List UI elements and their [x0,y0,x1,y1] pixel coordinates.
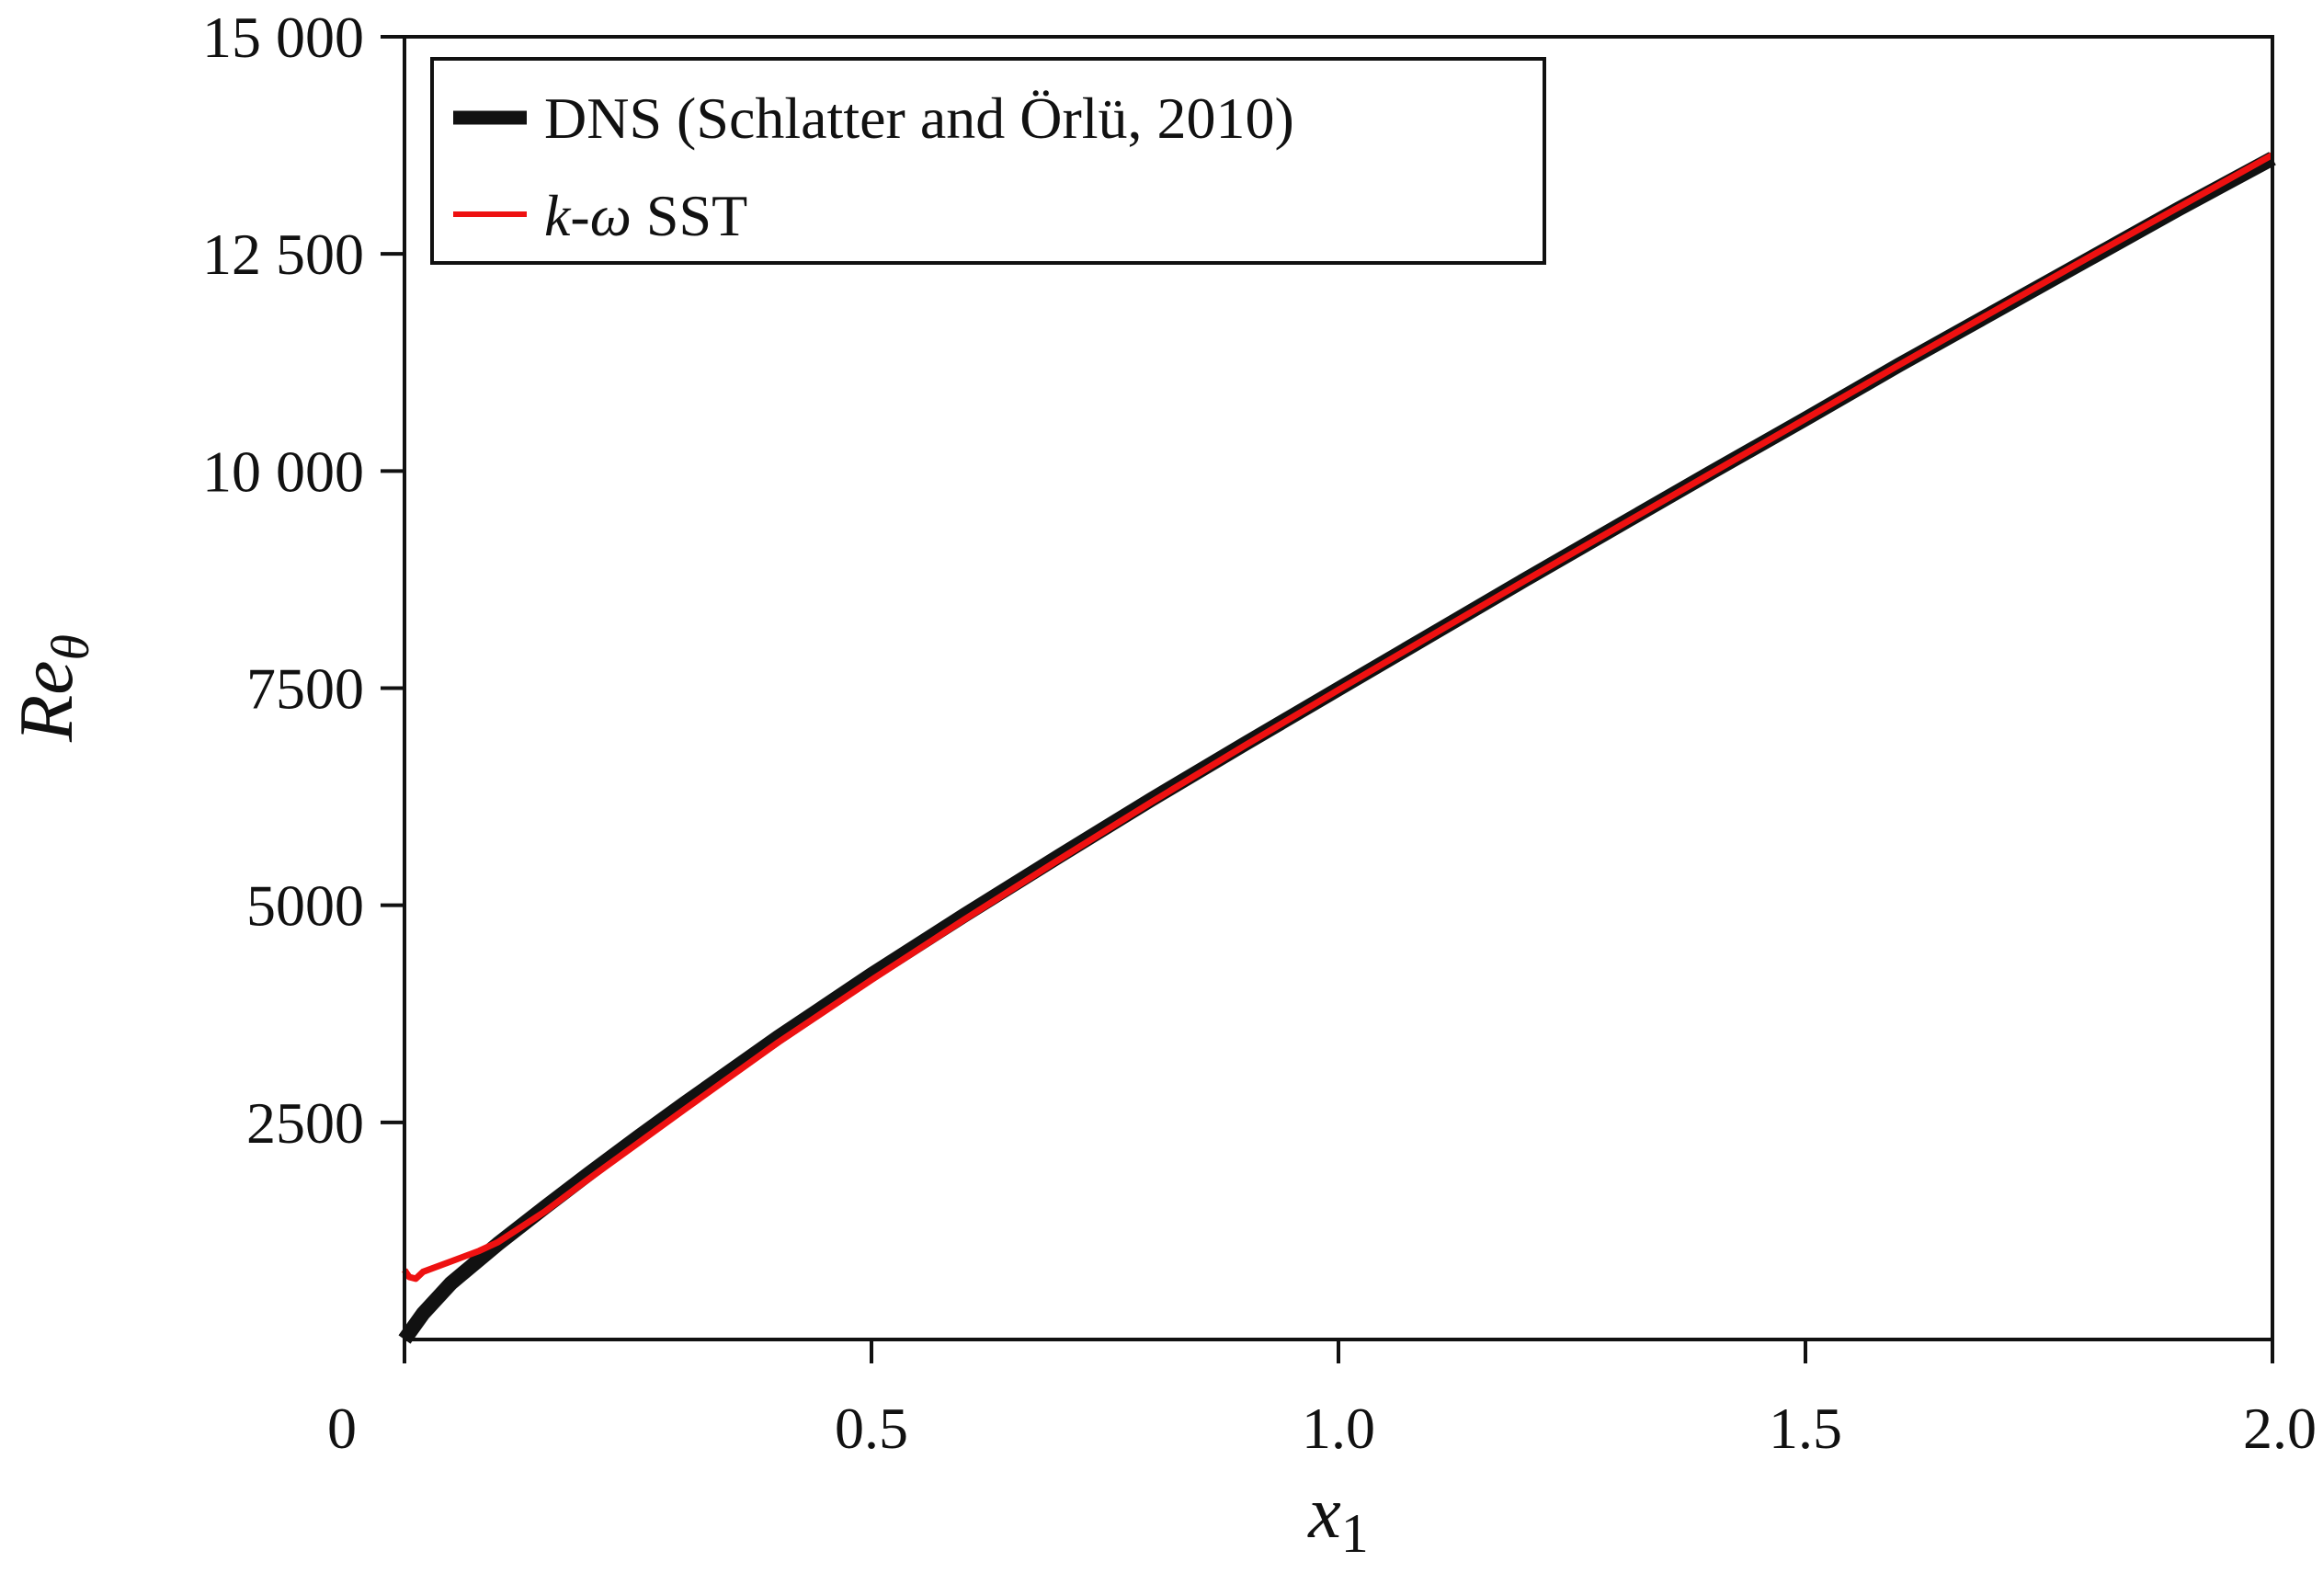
x-axis-title: x1 [1307,1473,1369,1564]
y-tick-label: 12 500 [202,222,364,287]
x-tick-label: 0 [327,1396,357,1461]
legend-box [430,57,1546,265]
y-tick-label: 7500 [246,656,364,722]
x-tick-label: 1.5 [1769,1396,1842,1461]
x-axis-title-main: x [1307,1473,1341,1554]
y-tick-label: 10 000 [202,439,364,504]
ticks-layer: 2500 5000 7500 10 000 12 500 15 000 0 0.5 1.0 1.5… [202,5,2317,1461]
legend: DNS (Schlatter and Örlü, 2010) k-ω SST [430,57,1546,265]
x-axis-title-sub: 1 [1341,1503,1369,1564]
plot-frame [403,35,2274,1341]
series-line-dns [398,152,2276,1344]
y-axis-title: Reθ [4,634,100,743]
x-tick-label: 2.0 [2243,1396,2317,1461]
y-tick-label: 5000 [246,873,364,939]
y-tick-label: 2500 [246,1090,364,1156]
x-tick-label: 0.5 [835,1396,908,1461]
y-axis-title-sub: θ [40,634,100,661]
series-layer [398,152,2276,1344]
legend-label-sst-suffix: SST [632,183,747,248]
legend-label-dns: DNS (Schlatter and Örlü, 2010) [544,86,1294,151]
y-tick-label: 15 000 [202,5,364,70]
x-tick-label: 1.0 [1302,1396,1375,1461]
legend-label-sst-model: k-ω [544,183,632,248]
y-axis-title-main: Re [4,660,89,743]
series-line-sst [402,152,2274,1282]
legend-label-sst: k-ω SST [544,183,747,248]
